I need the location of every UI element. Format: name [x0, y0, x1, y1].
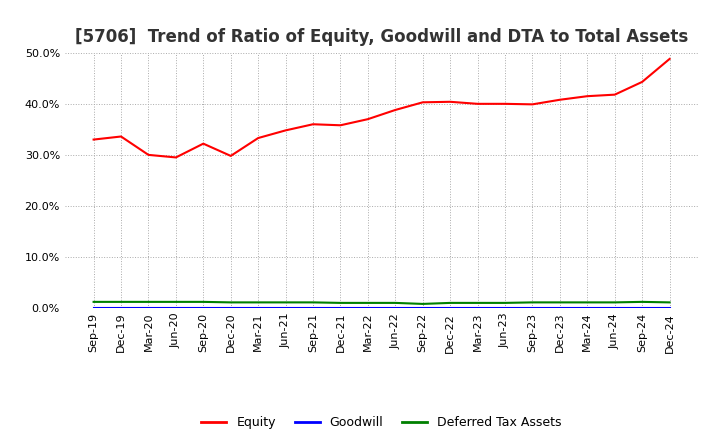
Equity [309, 121, 318, 127]
Goodwill [611, 305, 619, 311]
Goodwill [364, 305, 372, 311]
Equity [418, 100, 427, 105]
Deferred Tax Assets [500, 300, 509, 305]
Equity [638, 79, 647, 84]
Equity [364, 117, 372, 122]
Goodwill [583, 305, 592, 311]
Deferred Tax Assets [199, 299, 207, 304]
Goodwill [89, 305, 98, 311]
Deferred Tax Assets [391, 300, 400, 305]
Deferred Tax Assets [528, 300, 537, 305]
Deferred Tax Assets [446, 300, 454, 305]
Goodwill [254, 305, 263, 311]
Deferred Tax Assets [473, 300, 482, 305]
Equity [528, 102, 537, 107]
Deferred Tax Assets [638, 299, 647, 304]
Equity [556, 97, 564, 103]
Deferred Tax Assets [309, 300, 318, 305]
Goodwill [391, 305, 400, 311]
Line: Deferred Tax Assets: Deferred Tax Assets [94, 302, 670, 304]
Equity [611, 92, 619, 97]
Equity [89, 137, 98, 142]
Goodwill [500, 305, 509, 311]
Equity [117, 134, 125, 139]
Equity [226, 153, 235, 158]
Deferred Tax Assets [583, 300, 592, 305]
Goodwill [117, 305, 125, 311]
Equity [446, 99, 454, 104]
Goodwill [665, 305, 674, 311]
Goodwill [282, 305, 290, 311]
Title: [5706]  Trend of Ratio of Equity, Goodwill and DTA to Total Assets: [5706] Trend of Ratio of Equity, Goodwil… [75, 28, 688, 46]
Equity [336, 123, 345, 128]
Deferred Tax Assets [611, 300, 619, 305]
Deferred Tax Assets [144, 299, 153, 304]
Equity [473, 101, 482, 106]
Goodwill [556, 305, 564, 311]
Deferred Tax Assets [282, 300, 290, 305]
Deferred Tax Assets [665, 300, 674, 305]
Goodwill [199, 305, 207, 311]
Line: Equity: Equity [94, 59, 670, 158]
Goodwill [638, 305, 647, 311]
Equity [254, 136, 263, 141]
Equity [282, 128, 290, 133]
Goodwill [446, 305, 454, 311]
Deferred Tax Assets [556, 300, 564, 305]
Goodwill [171, 305, 180, 311]
Goodwill [309, 305, 318, 311]
Equity [144, 152, 153, 158]
Goodwill [473, 305, 482, 311]
Equity [391, 107, 400, 113]
Equity [171, 155, 180, 160]
Goodwill [226, 305, 235, 311]
Deferred Tax Assets [171, 299, 180, 304]
Deferred Tax Assets [418, 301, 427, 307]
Equity [583, 94, 592, 99]
Goodwill [418, 305, 427, 311]
Equity [665, 56, 674, 62]
Goodwill [336, 305, 345, 311]
Deferred Tax Assets [89, 299, 98, 304]
Deferred Tax Assets [117, 299, 125, 304]
Goodwill [144, 305, 153, 311]
Goodwill [528, 305, 537, 311]
Equity [199, 141, 207, 146]
Deferred Tax Assets [254, 300, 263, 305]
Equity [500, 101, 509, 106]
Legend: Equity, Goodwill, Deferred Tax Assets: Equity, Goodwill, Deferred Tax Assets [197, 411, 567, 434]
Deferred Tax Assets [364, 300, 372, 305]
Deferred Tax Assets [226, 300, 235, 305]
Deferred Tax Assets [336, 300, 345, 305]
